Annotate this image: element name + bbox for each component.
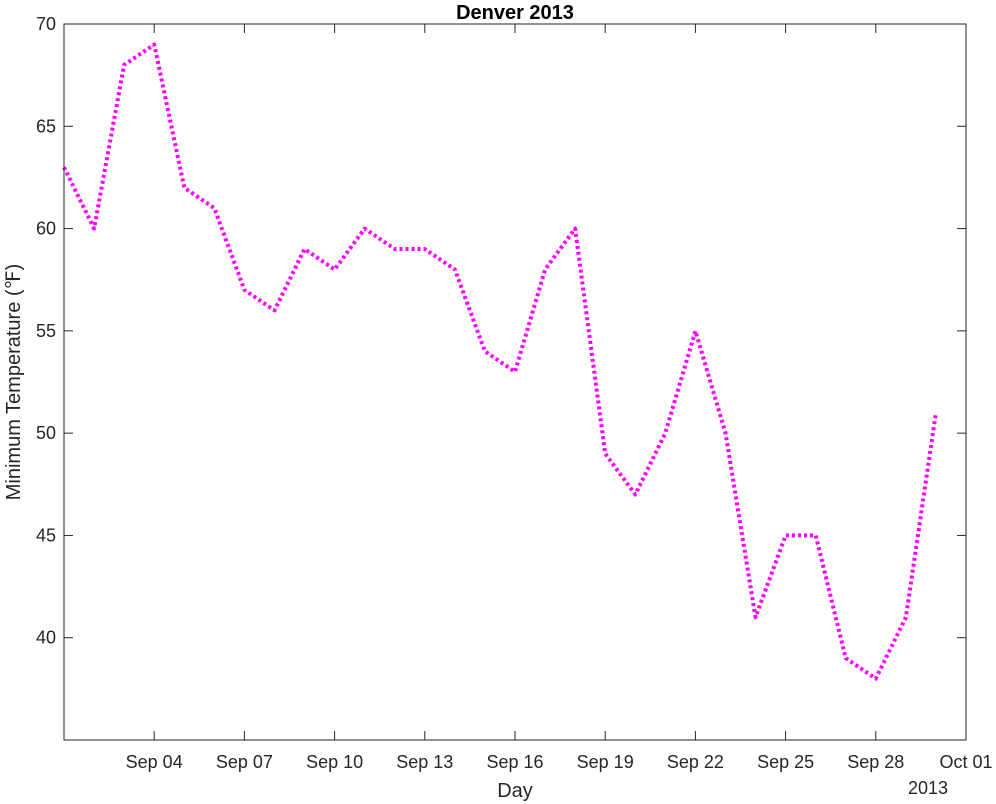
x-tick-label: Sep 13 [396, 752, 453, 772]
y-axis-title: Minimum Temperature (℉) [3, 264, 25, 501]
axis-labels: 40 45 50 55 60 65 70 Sep 04 Sep 07 Sep 10 Sep 13 Se… [36, 14, 993, 772]
x-tick-label: Sep 28 [847, 752, 904, 772]
axes-box [63, 23, 967, 741]
y-tick-label: 45 [36, 525, 56, 545]
y-tick-label: 50 [36, 423, 56, 443]
x-tick-label: Sep 10 [306, 752, 363, 772]
x-tick-label: Oct 01 [939, 752, 992, 772]
x-axis-title: Day [497, 780, 533, 802]
chart-title: Denver 2013 [456, 2, 574, 24]
series-line-0 [62, 42, 938, 681]
y-tick-label: 55 [36, 321, 56, 341]
x-tick-label: Sep 22 [667, 752, 724, 772]
axes [63, 23, 967, 741]
x-tick-label: Sep 16 [486, 752, 543, 772]
y-tick-label: 40 [36, 628, 56, 648]
x-tick-label: Sep 25 [757, 752, 814, 772]
x-tick-label: Sep 07 [216, 752, 273, 772]
plot-area [62, 42, 938, 681]
x-axis-year-label: 2013 [908, 778, 948, 798]
y-tick-label: 60 [36, 219, 56, 239]
x-tick-label: Sep 04 [126, 752, 183, 772]
y-tick-label: 70 [36, 14, 56, 34]
x-tick-label: Sep 19 [577, 752, 634, 772]
y-tick-label: 65 [36, 116, 56, 136]
